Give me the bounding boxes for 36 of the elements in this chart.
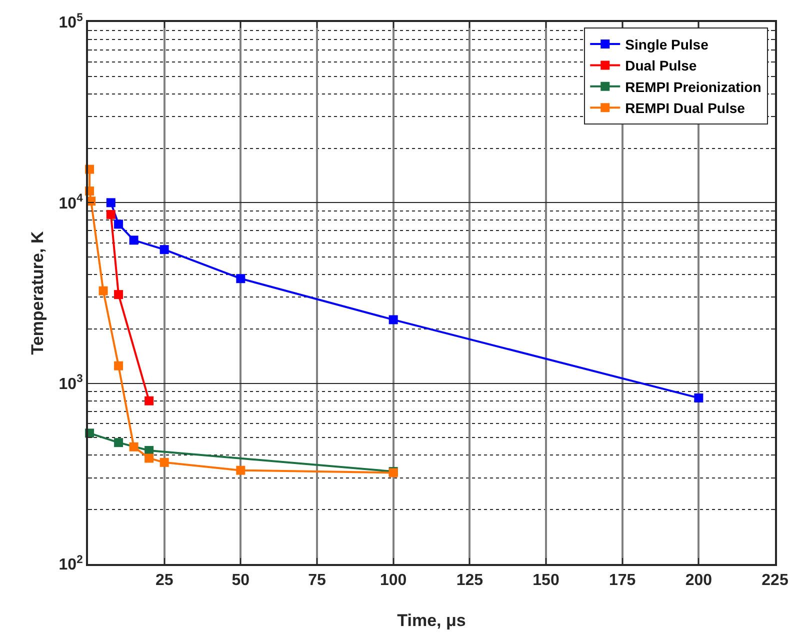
legend-label: Dual Pulse bbox=[625, 58, 697, 74]
x-tick-label: 75 bbox=[308, 572, 326, 590]
x-tick-label: 150 bbox=[532, 572, 560, 590]
x-tick-label: 225 bbox=[762, 572, 788, 590]
point bbox=[114, 438, 124, 448]
point bbox=[114, 220, 124, 229]
point bbox=[114, 361, 124, 370]
point bbox=[160, 245, 169, 254]
y-axis-title: Temperature, K bbox=[28, 230, 47, 355]
point bbox=[106, 210, 116, 219]
legend-label: REMPI Preionization bbox=[625, 78, 762, 95]
x-tick-label: 125 bbox=[456, 572, 484, 590]
y-tick-label: 10$^{2}$ bbox=[58, 554, 83, 574]
legend-label: Single Pulse bbox=[625, 36, 709, 52]
y-tick-label: 10$^{3}$ bbox=[58, 373, 83, 393]
x-axis-title: Time, μs bbox=[397, 611, 466, 630]
point bbox=[144, 454, 154, 463]
y-tick-label: 10$^{4}$ bbox=[58, 192, 84, 212]
x-tick-label: 25 bbox=[155, 572, 174, 590]
legend-label: REMPI Dual Pulse bbox=[625, 100, 746, 116]
point bbox=[388, 315, 398, 324]
point bbox=[114, 290, 124, 300]
point bbox=[98, 286, 108, 296]
x-tick-label: 200 bbox=[685, 572, 712, 590]
point bbox=[236, 274, 246, 284]
point bbox=[129, 236, 138, 245]
point bbox=[160, 458, 169, 467]
point bbox=[106, 198, 116, 208]
point bbox=[144, 396, 154, 406]
point bbox=[694, 393, 704, 402]
x-tick-label: 175 bbox=[608, 572, 636, 590]
y-tick-label: 10$^{5}$ bbox=[58, 12, 83, 32]
x-tick-label: 50 bbox=[232, 572, 250, 590]
point bbox=[236, 466, 246, 475]
x-tick-label: 100 bbox=[380, 572, 407, 590]
point bbox=[129, 442, 138, 452]
